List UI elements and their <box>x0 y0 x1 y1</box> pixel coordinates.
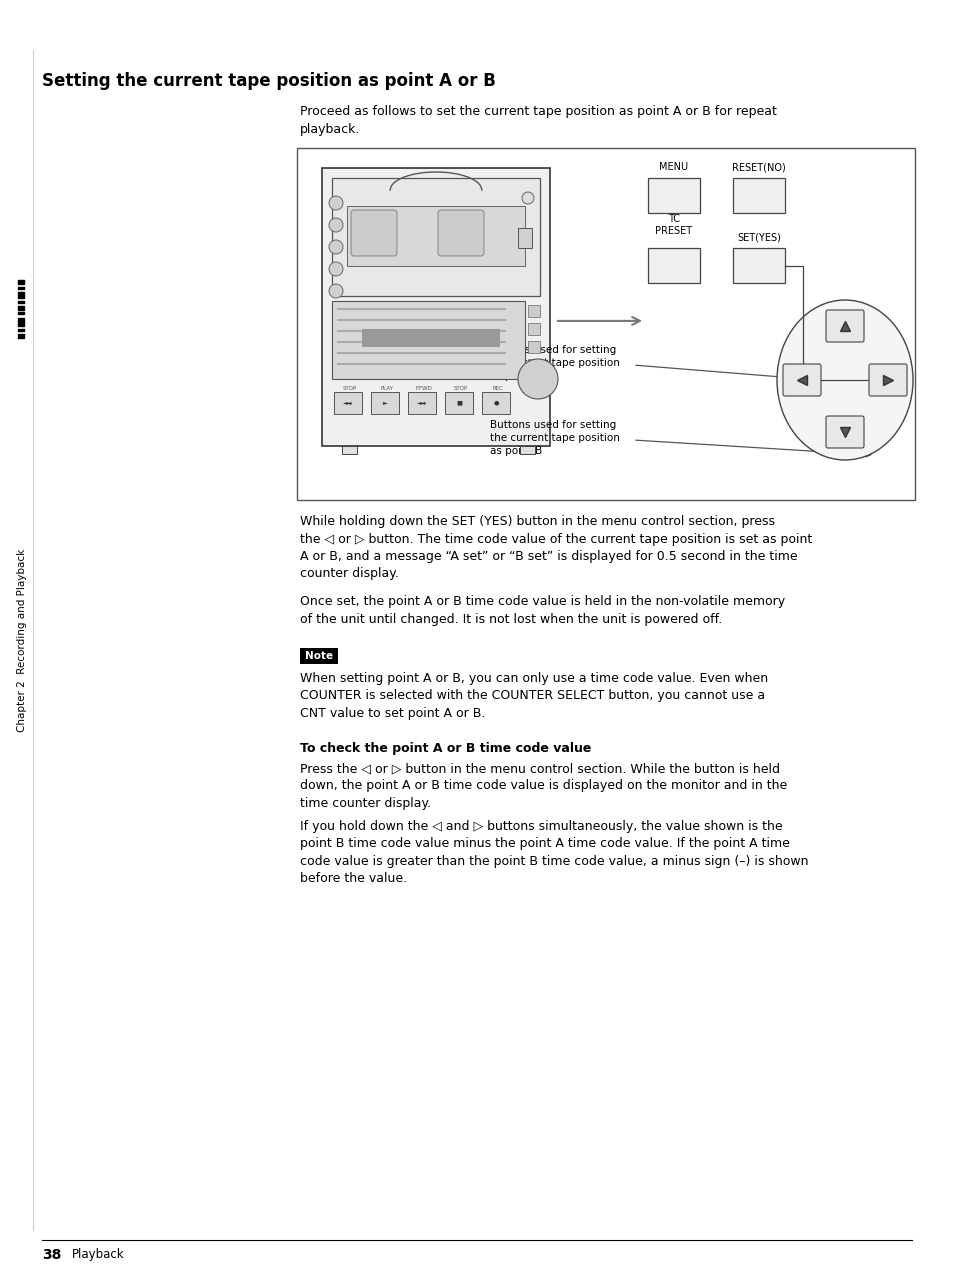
FancyBboxPatch shape <box>868 364 906 396</box>
Bar <box>732 248 784 283</box>
Circle shape <box>329 284 343 298</box>
Text: TC
PRESET: TC PRESET <box>655 214 692 236</box>
Bar <box>481 392 510 414</box>
Bar <box>527 341 539 353</box>
Bar <box>296 148 914 499</box>
Text: Once set, the point A or B time code value is held in the non-volatile memory
of: Once set, the point A or B time code val… <box>299 595 784 626</box>
Bar <box>332 301 524 378</box>
Bar <box>647 248 700 283</box>
Text: SET(YES): SET(YES) <box>737 232 781 242</box>
FancyBboxPatch shape <box>782 364 821 396</box>
Bar <box>347 206 524 266</box>
Text: RESET(NO): RESET(NO) <box>731 162 785 172</box>
Text: STOP: STOP <box>454 386 468 391</box>
Bar <box>444 392 473 414</box>
FancyBboxPatch shape <box>351 210 396 256</box>
FancyBboxPatch shape <box>437 210 483 256</box>
Circle shape <box>329 218 343 232</box>
Text: ■: ■ <box>456 400 461 405</box>
Text: Setting the current tape position as point A or B: Setting the current tape position as poi… <box>42 73 496 90</box>
Circle shape <box>329 196 343 210</box>
Bar <box>299 648 337 664</box>
Ellipse shape <box>776 299 912 460</box>
Bar <box>527 324 539 335</box>
Text: Note: Note <box>305 651 333 661</box>
FancyBboxPatch shape <box>825 417 863 448</box>
Text: ►: ► <box>382 400 387 405</box>
Text: To check the point A or B time code value: To check the point A or B time code valu… <box>299 741 591 755</box>
Text: MENU: MENU <box>659 162 688 172</box>
Circle shape <box>329 240 343 254</box>
Bar <box>371 392 398 414</box>
Bar <box>341 446 356 454</box>
Circle shape <box>517 359 558 399</box>
Text: ●: ● <box>493 400 498 405</box>
Text: ◄◄: ◄◄ <box>416 400 426 405</box>
Text: STOP: STOP <box>342 386 356 391</box>
Text: REC: REC <box>492 386 503 391</box>
Text: Proceed as follows to set the current tape position as point A or B for repeat
p: Proceed as follows to set the current ta… <box>299 104 776 136</box>
Text: 38: 38 <box>42 1249 61 1263</box>
Circle shape <box>521 192 534 204</box>
Bar <box>408 392 436 414</box>
Bar <box>527 304 539 317</box>
Text: Buttons used for setting
the current tape position
as point B: Buttons used for setting the current tap… <box>490 420 619 456</box>
Bar <box>732 178 784 213</box>
FancyBboxPatch shape <box>825 310 863 341</box>
Bar <box>332 178 539 296</box>
Text: PLAY: PLAY <box>380 386 393 391</box>
Text: ◄◄: ◄◄ <box>343 400 353 405</box>
Text: If you hold down the ◁ and ▷ buttons simultaneously, the value shown is the
poin: If you hold down the ◁ and ▷ buttons sim… <box>299 820 807 885</box>
Text: Chapter 2  Recording and Playback: Chapter 2 Recording and Playback <box>17 548 27 731</box>
Bar <box>519 446 535 454</box>
Text: Press the ◁ or ▷ button in the menu control section. While the button is held
do: Press the ◁ or ▷ button in the menu cont… <box>299 762 786 810</box>
Bar <box>647 178 700 213</box>
Text: While holding down the SET (YES) button in the menu control section, press
the ◁: While holding down the SET (YES) button … <box>299 515 811 581</box>
Bar <box>527 359 539 371</box>
Text: When setting point A or B, you can only use a time code value. Even when
COUNTER: When setting point A or B, you can only … <box>299 671 767 720</box>
Bar <box>361 329 499 347</box>
Text: F.FWD: F.FWD <box>416 386 432 391</box>
Bar <box>334 392 361 414</box>
Bar <box>322 168 550 446</box>
Text: Playback: Playback <box>71 1249 125 1261</box>
Circle shape <box>329 262 343 276</box>
Text: Buttons used for setting
the current tape position
as point A: Buttons used for setting the current tap… <box>490 345 619 381</box>
Bar <box>517 228 532 248</box>
